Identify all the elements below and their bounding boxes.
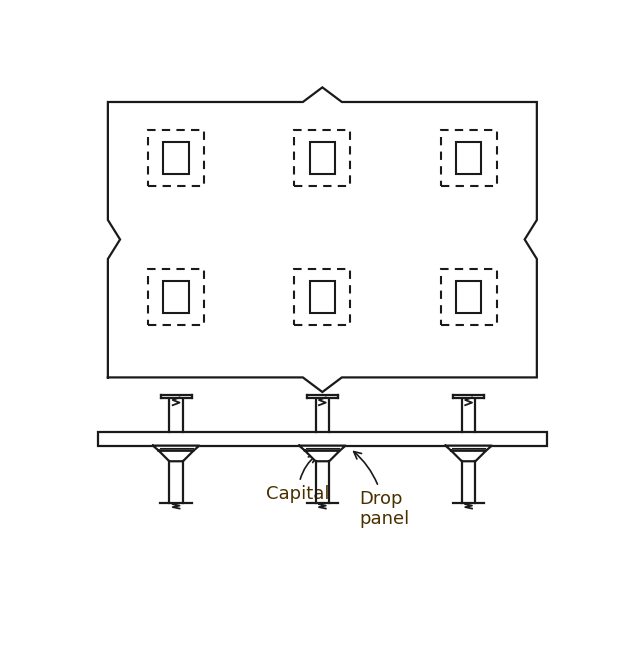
Bar <box>309 142 335 174</box>
Bar <box>309 281 335 313</box>
Polygon shape <box>153 446 199 450</box>
Text: Drop
panel: Drop panel <box>353 452 409 528</box>
Bar <box>294 269 350 325</box>
Bar <box>148 130 204 186</box>
Polygon shape <box>445 446 492 450</box>
Text: Capital: Capital <box>266 455 330 503</box>
Bar <box>164 281 189 313</box>
Bar <box>440 269 497 325</box>
Bar <box>294 130 350 186</box>
Bar <box>98 432 547 446</box>
Polygon shape <box>159 450 194 461</box>
Bar <box>440 130 497 186</box>
Bar <box>148 269 204 325</box>
Polygon shape <box>451 450 486 461</box>
Bar <box>164 142 189 174</box>
Bar <box>456 281 481 313</box>
Bar <box>456 142 481 174</box>
Polygon shape <box>305 450 340 461</box>
Polygon shape <box>299 446 345 450</box>
